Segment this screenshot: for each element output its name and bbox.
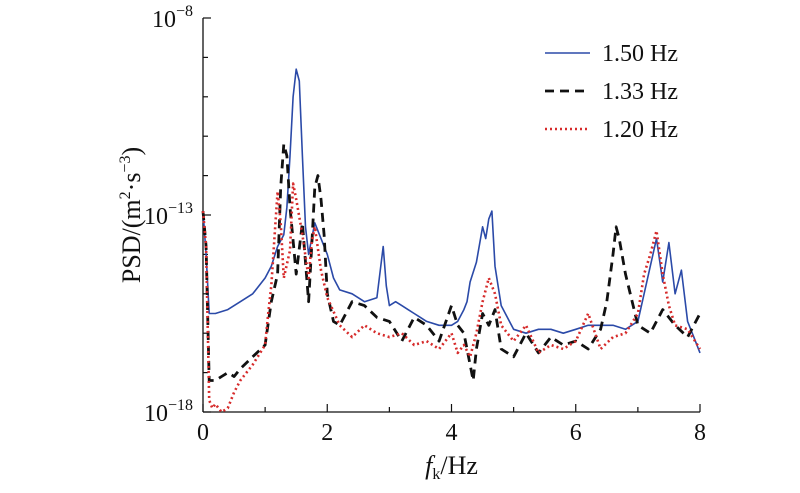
series-line-1-50-hz <box>202 68 701 354</box>
y-tick-label: 10−18 <box>144 397 193 427</box>
axes: 10−8 10−13 10−180 2 4 6 8 fk/Hz PSD/(m2·s−3) <box>117 3 706 483</box>
legend-label: 1.20 Hz <box>602 117 678 143</box>
x-tick-label: 4 <box>446 420 458 446</box>
x-axis-label: fk/Hz <box>425 451 478 483</box>
series-line-1-20-hz <box>201 182 702 414</box>
x-tick-label: 0 <box>197 420 209 446</box>
y-tick-label: 10−8 <box>152 3 193 33</box>
y-tick-label: 10−13 <box>144 200 193 230</box>
x-tick-label: 6 <box>570 420 582 446</box>
legend-label: 1.33 Hz <box>602 79 678 105</box>
x-tick-label: 2 <box>321 420 333 446</box>
series-lines <box>201 68 702 414</box>
x-tick-label: 8 <box>694 420 706 446</box>
legend: 1.50 Hz 1.33 Hz 1.20 Hz <box>545 41 678 143</box>
series-line-1-33-hz <box>201 142 702 382</box>
y-axis-label: PSD/(m2·s−3) <box>117 147 146 283</box>
legend-label: 1.50 Hz <box>602 41 678 67</box>
